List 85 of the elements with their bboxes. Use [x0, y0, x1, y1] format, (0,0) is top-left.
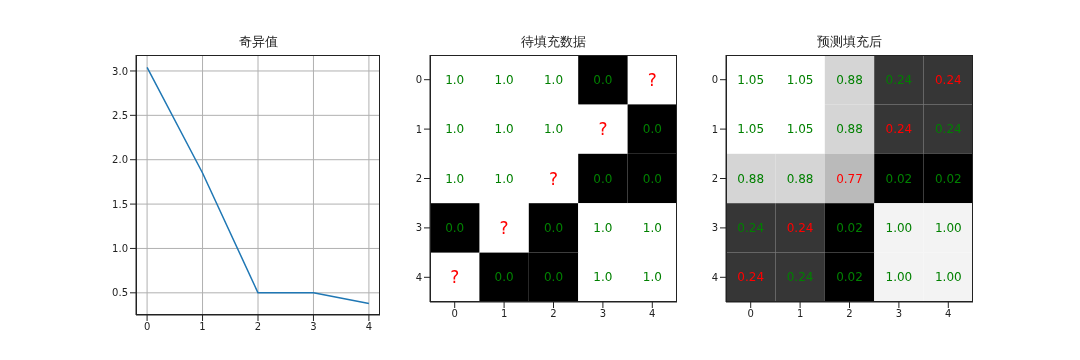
data-label: 0.88: [836, 72, 863, 87]
data-label: 0.0: [494, 270, 514, 285]
chart-title: 奇异值: [237, 33, 279, 51]
data-label: 0.77: [836, 171, 863, 186]
y-tick-label: 1.5: [112, 198, 128, 210]
data-label: 1.0: [445, 72, 465, 87]
data-label: 1.05: [737, 72, 765, 87]
data-label: 1.0: [494, 122, 514, 137]
data-label: 1.00: [885, 220, 913, 235]
x-tick-label: 1: [796, 308, 804, 320]
data-label: 1.05: [737, 122, 765, 137]
y-tick-label: 0: [711, 74, 718, 86]
data-label: 0.0: [543, 270, 564, 285]
data-label: 1.0: [593, 270, 613, 285]
y-tick-label: 2: [415, 173, 422, 185]
data-label: 0.0: [543, 220, 564, 235]
x-tick-label: 0: [451, 308, 458, 320]
y-tick-label: 1: [711, 123, 718, 135]
x-tick-label: 2: [254, 321, 262, 333]
data-label: 0.0: [642, 171, 662, 186]
x-tick-label: 3: [599, 308, 607, 320]
y-tick-label: 4: [415, 271, 422, 283]
data-label: 1.05: [786, 72, 814, 87]
x-tick-label: 4: [945, 308, 952, 320]
data-label: 1.0: [543, 122, 564, 137]
x-tick-label: 2: [550, 308, 557, 320]
chart-title: 预测填充后: [816, 33, 883, 51]
data-label: 1.00: [934, 220, 962, 235]
data-label: 0.24: [885, 122, 913, 137]
data-label: 1.0: [543, 72, 564, 87]
data-label: 1.00: [934, 270, 962, 285]
data-label: 0.0: [445, 220, 465, 235]
chart-title: 待填充数据: [520, 33, 587, 51]
data-label: 1.00: [885, 270, 913, 285]
x-tick-label: 4: [649, 308, 656, 320]
data-label: 0.0: [593, 171, 613, 186]
y-tick-label: 3: [415, 222, 422, 234]
y-tick-label: 2.5: [112, 109, 128, 121]
y-tick-label: 0.5: [112, 287, 128, 299]
y-tick-label: 4: [711, 271, 718, 283]
data-label: 0.88: [737, 171, 765, 186]
y-tick-label: 2.0: [112, 154, 128, 166]
data-label: 0.02: [836, 270, 863, 285]
x-tick-label: 3: [895, 308, 903, 320]
data-label: 0.24: [786, 270, 814, 285]
data-label: 0.0: [642, 122, 662, 137]
data-label: 1.0: [494, 171, 514, 186]
data-label: 0.88: [836, 122, 863, 137]
data-label: 0.02: [836, 220, 863, 235]
x-tick-label: 0: [747, 308, 754, 320]
data-label: 0.88: [786, 171, 814, 186]
data-label: 0.24: [737, 220, 765, 235]
text: ?: [598, 119, 608, 140]
x-tick-label: 3: [310, 321, 317, 333]
x-tick-label: 1: [500, 308, 508, 320]
x-tick-label: 4: [365, 321, 373, 333]
text: ?: [450, 267, 460, 288]
y-tick-label: 1: [415, 123, 422, 135]
text: ?: [548, 168, 559, 189]
data-label: 0.24: [737, 270, 765, 285]
data-label: 0.02: [934, 171, 962, 186]
x-tick-label: 1: [199, 321, 206, 333]
text: ?: [647, 69, 657, 90]
y-tick-label: 3.0: [112, 65, 128, 77]
data-label: 1.0: [445, 122, 465, 137]
x-tick-label: 0: [143, 321, 151, 333]
y-tick-label: 0: [415, 74, 422, 86]
text: ?: [499, 217, 509, 238]
data-label: 1.0: [593, 220, 613, 235]
data-label: 1.0: [642, 270, 662, 285]
data-label: 1.0: [642, 220, 662, 235]
data-label: 1.0: [445, 171, 465, 186]
y-tick-label: 1.0: [112, 243, 128, 254]
line-series: [146, 66, 370, 305]
data-label: 0.24: [786, 220, 814, 235]
data-label: 0.0: [593, 72, 613, 87]
data-label: 0.02: [885, 171, 913, 186]
data-label: 1.0: [494, 72, 514, 87]
data-label: 0.24: [934, 122, 962, 137]
y-tick-label: 2: [711, 173, 718, 185]
data-label: 0.24: [885, 72, 913, 87]
x-tick-label: 2: [846, 308, 853, 320]
data-label: 0.24: [934, 72, 962, 87]
y-tick-label: 3: [711, 222, 718, 234]
data-label: 1.05: [786, 122, 814, 137]
